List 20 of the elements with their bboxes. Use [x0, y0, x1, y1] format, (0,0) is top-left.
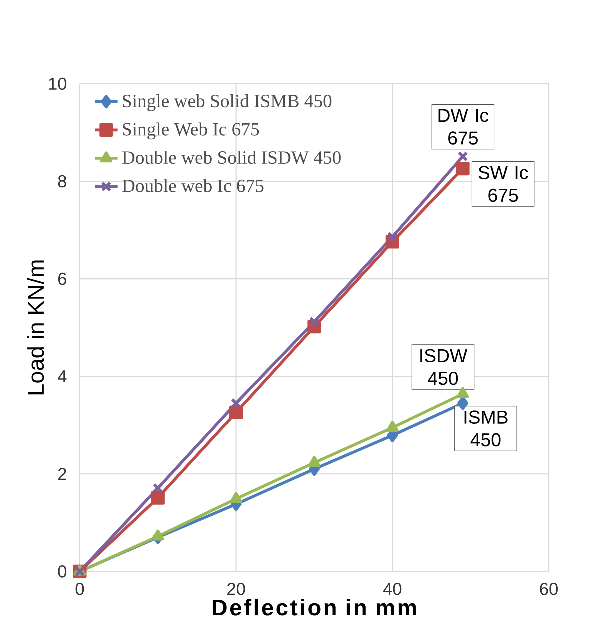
annotation: DW Ic 675 — [438, 109, 488, 145]
x-tick-label: 20 — [227, 583, 246, 596]
legend-label: Double web Solid ISDW 450 — [122, 150, 341, 164]
y-tick-label: 2 — [58, 468, 66, 480]
y-tick-label: 8 — [58, 175, 66, 188]
legend-label: Double web Ic 675 — [122, 179, 264, 192]
x-tick-label: 40 — [383, 583, 402, 596]
annotation: SW Ic 675 — [478, 166, 528, 202]
y-tick-label: 6 — [58, 272, 66, 286]
x-axis-title: Deflection in mm — [212, 599, 416, 616]
y-tick-label: 0 — [58, 566, 66, 578]
legend-label: Single Web Ic 675 — [123, 122, 259, 140]
y-tick-label: 10 — [49, 78, 66, 90]
annotation: ISMB 450 — [464, 410, 508, 447]
x-tick-label: 60 — [540, 583, 558, 596]
y-axis-title: Load in KN/m — [27, 260, 44, 395]
y-tick-label: 4 — [58, 370, 67, 383]
annotation: ISDW 450 — [420, 349, 468, 386]
x-tick-label: 0 — [76, 583, 84, 596]
legend-label: Single web Solid ISMB 450 — [123, 94, 332, 112]
